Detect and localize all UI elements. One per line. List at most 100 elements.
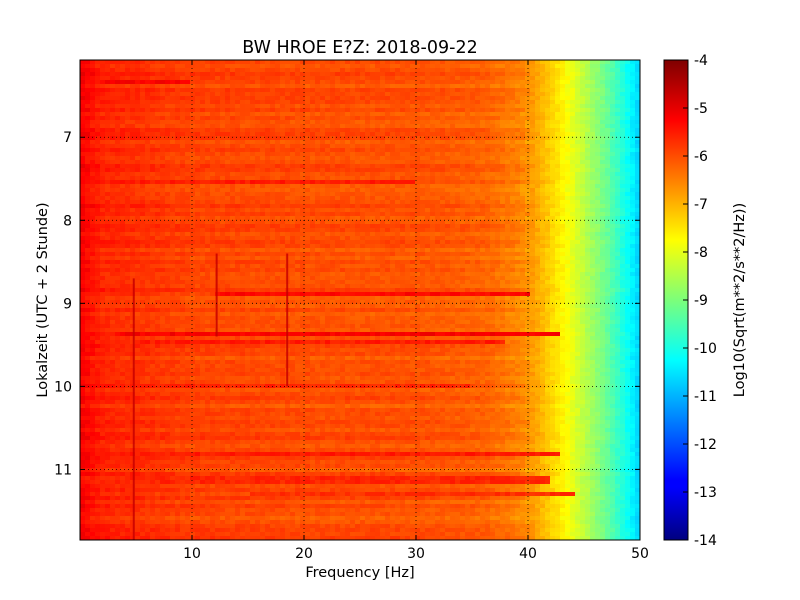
heatmap-cell xyxy=(170,144,176,149)
heatmap-cell xyxy=(355,204,361,209)
heatmap-cell xyxy=(210,68,216,73)
heatmap-cell xyxy=(315,192,321,197)
heatmap-cell xyxy=(290,156,296,161)
heatmap-cell xyxy=(415,192,421,197)
heatmap-cell xyxy=(190,220,196,225)
heatmap-cell xyxy=(360,148,366,153)
heatmap-cell xyxy=(90,60,96,65)
heatmap-cell xyxy=(140,108,146,113)
heatmap-cell xyxy=(490,84,496,89)
heatmap-cell xyxy=(195,120,201,125)
heatmap-cell xyxy=(330,124,336,129)
heatmap-cell xyxy=(630,228,636,233)
heatmap-cell xyxy=(335,72,341,77)
heatmap-cell xyxy=(425,124,431,129)
heatmap-cell xyxy=(320,192,326,197)
heatmap-cell xyxy=(285,132,291,137)
heatmap-cell xyxy=(580,164,586,169)
heatmap-cell xyxy=(95,232,101,237)
heatmap-cell xyxy=(225,184,231,189)
heatmap-cell xyxy=(375,160,381,165)
heatmap-cell xyxy=(605,112,611,117)
heatmap-cell xyxy=(255,216,261,221)
heatmap-cell xyxy=(530,120,536,125)
heatmap-cell xyxy=(105,200,111,205)
heatmap-cell xyxy=(190,116,196,121)
heatmap-cell xyxy=(550,164,556,169)
heatmap-cell xyxy=(530,128,536,133)
heatmap-cell xyxy=(580,216,586,221)
heatmap-cell xyxy=(275,132,281,137)
heatmap-cell xyxy=(260,72,266,77)
heatmap-cell xyxy=(605,136,611,141)
heatmap-cell xyxy=(170,116,176,121)
heatmap-cell xyxy=(90,64,96,69)
heatmap-cell xyxy=(325,60,331,65)
heatmap-cell xyxy=(605,132,611,137)
heatmap-cell xyxy=(280,108,286,113)
heatmap-cell xyxy=(615,156,621,161)
heatmap-cell xyxy=(290,228,296,233)
heatmap-cell xyxy=(325,128,331,133)
heatmap-cell xyxy=(335,216,341,221)
heatmap-cell xyxy=(360,60,366,65)
heatmap-cell xyxy=(490,140,496,145)
heatmap-cell xyxy=(635,228,640,233)
heatmap-cell xyxy=(260,116,266,121)
heatmap-cell xyxy=(245,172,251,177)
heatmap-cell xyxy=(115,144,121,149)
heatmap-cell xyxy=(480,140,486,145)
heatmap-cell xyxy=(570,112,576,117)
heatmap-cell xyxy=(475,72,481,77)
heatmap-cell xyxy=(280,72,286,77)
heatmap-cell xyxy=(120,228,126,233)
heatmap-cell xyxy=(290,60,296,65)
heatmap-cell xyxy=(450,60,456,65)
heatmap-cell xyxy=(360,204,366,209)
heatmap-cell xyxy=(115,156,121,161)
heatmap-cell xyxy=(470,160,476,165)
heatmap-cell xyxy=(390,164,396,169)
heatmap-cell xyxy=(185,124,191,129)
heatmap-cell xyxy=(620,192,626,197)
heatmap-cell xyxy=(85,200,91,205)
heatmap-cell xyxy=(295,104,301,109)
heatmap-cell xyxy=(380,172,386,177)
heatmap-cell xyxy=(365,64,371,69)
heatmap-cell xyxy=(185,104,191,109)
heatmap-cell xyxy=(550,116,556,121)
heatmap-cell xyxy=(490,160,496,165)
heatmap-cell xyxy=(620,152,626,157)
heatmap-cell xyxy=(395,116,401,121)
heatmap-cell xyxy=(620,208,626,213)
heatmap-cell xyxy=(355,76,361,81)
heatmap-cell xyxy=(625,188,631,193)
heatmap-cell xyxy=(275,120,281,125)
heatmap-cell xyxy=(585,72,591,77)
heatmap-cell xyxy=(550,196,556,201)
heatmap-cell xyxy=(450,88,456,93)
heatmap-cell xyxy=(495,64,501,69)
heatmap-cell xyxy=(490,152,496,157)
heatmap-cell xyxy=(560,112,566,117)
heatmap-cell xyxy=(325,168,331,173)
heatmap-cell xyxy=(190,144,196,149)
heatmap-cell xyxy=(295,184,301,189)
heatmap-cell xyxy=(260,108,266,113)
heatmap-cell xyxy=(425,176,431,181)
heatmap-cell xyxy=(425,188,431,193)
heatmap-cell xyxy=(240,72,246,77)
heatmap-cell xyxy=(265,212,271,217)
heatmap-cell xyxy=(400,100,406,105)
heatmap-cell xyxy=(630,196,636,201)
heatmap-cell xyxy=(200,236,206,241)
heatmap-cell xyxy=(410,208,416,213)
heatmap-cell xyxy=(400,232,406,237)
heatmap-cell xyxy=(100,128,106,133)
heatmap-cell xyxy=(200,96,206,101)
heatmap-cell xyxy=(315,84,321,89)
heatmap-cell xyxy=(410,116,416,121)
heatmap-cell xyxy=(165,88,171,93)
heatmap-cell xyxy=(620,80,626,85)
heatmap-cell xyxy=(435,220,441,225)
